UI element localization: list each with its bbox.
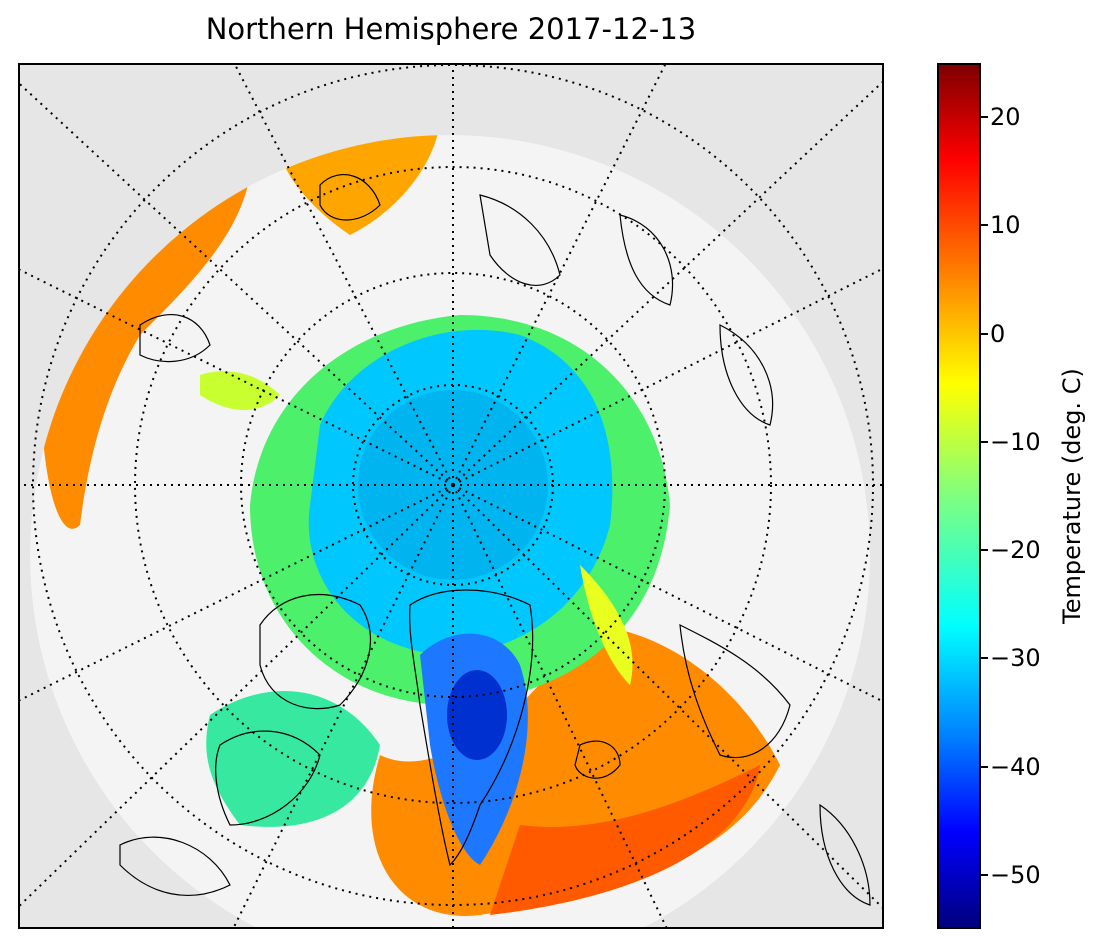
data-field [30, 135, 870, 927]
colorbar-tick-label: −30 [990, 644, 1041, 673]
colorbar-tick-mark [980, 657, 988, 660]
coastlines [119, 174, 871, 906]
colorbar-tick-mark [980, 332, 988, 335]
graticule [20, 65, 882, 927]
colorbar-tick-label: −40 [990, 752, 1041, 781]
colorbar-tick-label: −50 [990, 860, 1041, 889]
colorbar-tick-mark [980, 116, 988, 119]
colorbar-tick-mark [980, 873, 988, 876]
colorbar-tick-label: 10 [990, 211, 1021, 240]
colorbar-tick-mark [980, 549, 988, 552]
colorbar [937, 63, 981, 929]
colorbar-tick-label: 0 [990, 319, 1006, 348]
colorbar-label: Temperature (deg. C) [1058, 368, 1086, 624]
colorbar-tick-label: −20 [990, 536, 1041, 565]
polar-map [18, 63, 884, 929]
colorbar-tick-label: −10 [990, 427, 1041, 456]
map-canvas [20, 65, 882, 927]
colorbar-tick-label: 20 [990, 103, 1021, 132]
colorbar-tick-mark [980, 224, 988, 227]
colorbar-tick-mark [980, 765, 988, 768]
chart-title: Northern Hemisphere 2017-12-13 [205, 12, 697, 46]
colorbar-tick-mark [980, 440, 988, 443]
